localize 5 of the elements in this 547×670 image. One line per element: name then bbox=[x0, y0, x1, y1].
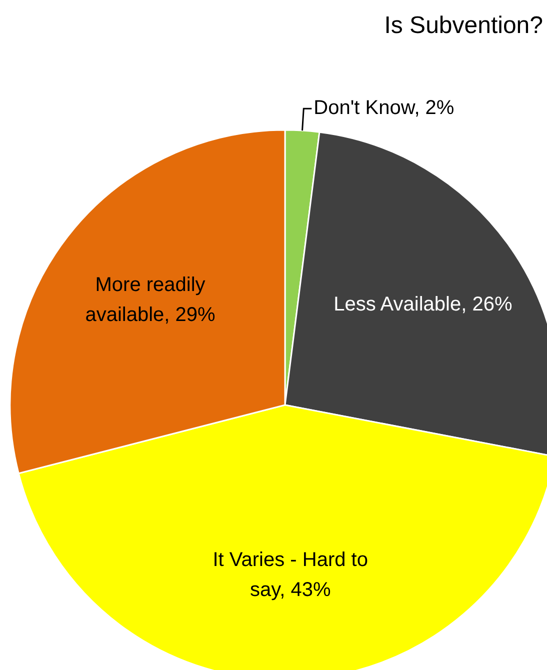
chart-title: Is Subvention? bbox=[384, 12, 543, 40]
slice-label: Don't Know, 2% bbox=[314, 97, 454, 120]
slice-label: Less Available, 26% bbox=[334, 293, 512, 316]
slice-label: It Varies - Hard to say, 43% bbox=[212, 548, 368, 601]
slice-label: More readily available, 29% bbox=[85, 274, 216, 326]
